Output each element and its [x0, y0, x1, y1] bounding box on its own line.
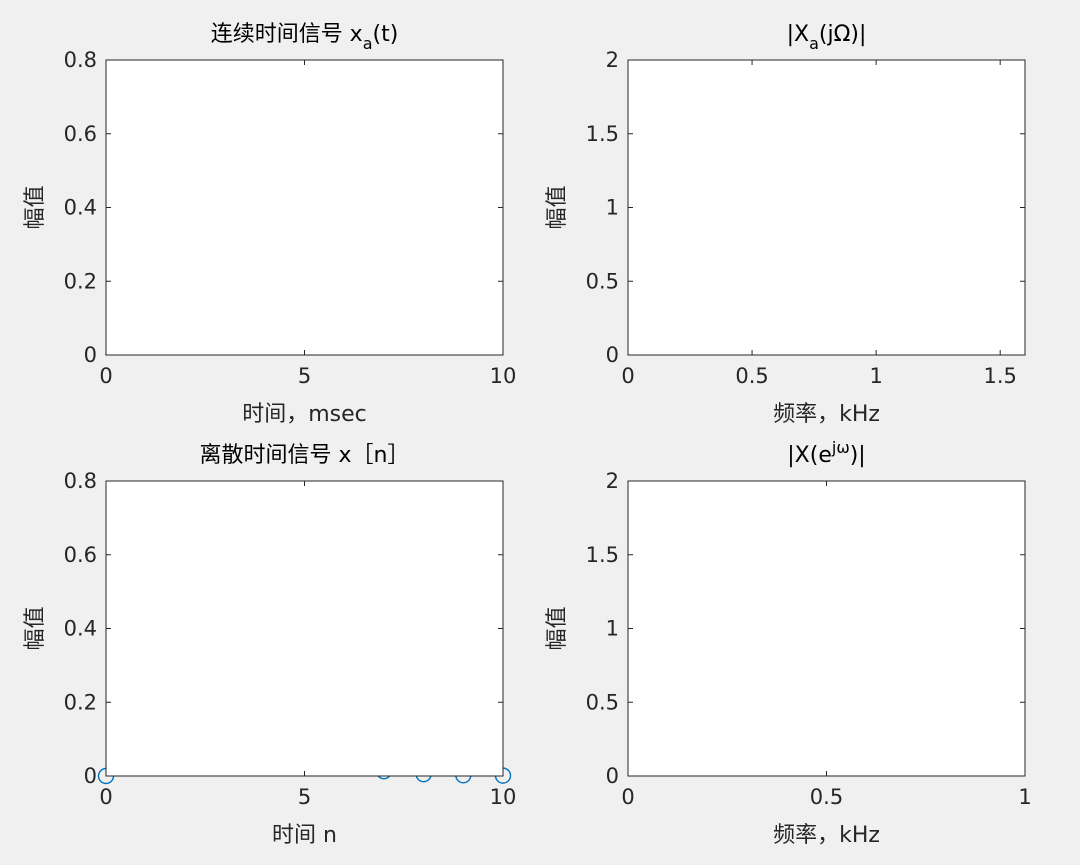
x-tick-label: 1.5 — [983, 364, 1016, 388]
chart-title-tail: (t) — [373, 22, 399, 47]
y-tick-label: 0.2 — [64, 690, 97, 714]
y-tick-label: 0 — [84, 764, 97, 788]
y-tick-label: 0.5 — [586, 269, 619, 293]
x-tick-label: 10 — [490, 785, 517, 809]
chart-title-superscript: jω — [831, 438, 850, 457]
y-tick-label: 2 — [606, 48, 619, 72]
axes-box — [105, 480, 504, 777]
chart-title-main: 连续时间信号 x — [211, 22, 363, 47]
y-tick-label: 0.8 — [64, 469, 97, 493]
y-tick-label: 0.4 — [64, 617, 97, 641]
chart-title: |Xa(jΩ)| — [787, 22, 867, 53]
subplot-3: 0 5 10 0 0.2 0.4 0.6 0.8 时间 n 幅值 离散时间信号 x［n］ — [23, 443, 516, 848]
subplot-4: 0 0.5 1 0 0.5 1 1.5 2 频率，kHz 幅值 |X(ejω)| — [545, 438, 1032, 848]
x-tick-label: 0 — [99, 785, 112, 809]
x-axis-label: 时间，msec — [242, 402, 367, 427]
y-axis-label: 幅值 — [545, 606, 570, 650]
x-tick-label: 1 — [1018, 785, 1031, 809]
y-tick-label: 0.8 — [64, 48, 97, 72]
y-tick-label: 1 — [606, 196, 619, 220]
y-tick-label: 0 — [606, 343, 619, 367]
y-tick-label: 0.5 — [586, 690, 619, 714]
x-tick-label: 0 — [621, 364, 634, 388]
y-tick-label: 0 — [84, 343, 97, 367]
x-tick-label: 0.5 — [810, 785, 843, 809]
chart-title-main: |X — [787, 22, 809, 47]
y-tick-label: 1 — [606, 617, 619, 641]
x-axis-label: 频率，kHz — [773, 823, 880, 848]
subplot-2: 0 0.5 1 1.5 0 0.5 1 1.5 2 频率，kHz 幅值 |Xa(jΩ)| — [545, 22, 1026, 427]
subplot-1: 0 5 10 0 0.2 0.4 0.6 0.8 时间，msec 幅值 连续时间信号 xa(t) — [23, 22, 516, 427]
chart-title: |X(ejω)| — [787, 438, 865, 468]
x-axis-label: 时间 n — [272, 823, 337, 848]
y-tick-label: 2 — [606, 469, 619, 493]
chart-title-main: |X(e — [787, 443, 832, 468]
y-tick-label: 1.5 — [586, 543, 619, 567]
axes-box — [105, 59, 504, 356]
y-tick-label: 0.6 — [64, 122, 97, 146]
chart-title-main: 离散时间信号 x［n］ — [200, 443, 410, 468]
axes-box — [627, 59, 1026, 356]
y-tick-label: 0.6 — [64, 543, 97, 567]
y-tick-label: 0.2 — [64, 269, 97, 293]
chart-title-tail: )| — [850, 443, 866, 468]
chart-title-tail: (jΩ)| — [819, 22, 867, 47]
y-axis-label: 幅值 — [23, 606, 48, 650]
x-tick-label: 1 — [869, 364, 882, 388]
x-axis-label: 频率，kHz — [773, 402, 880, 427]
x-tick-label: 0 — [99, 364, 112, 388]
axes-box — [627, 480, 1026, 777]
y-axis-label: 幅值 — [23, 185, 48, 229]
y-tick-label: 1.5 — [586, 122, 619, 146]
chart-title: 离散时间信号 x［n］ — [200, 443, 410, 468]
x-tick-label: 10 — [490, 364, 517, 388]
x-tick-label: 5 — [298, 364, 311, 388]
x-tick-label: 5 — [298, 785, 311, 809]
chart-title-subscript: a — [809, 34, 819, 53]
y-tick-label: 0.4 — [64, 196, 97, 220]
chart-title: 连续时间信号 xa(t) — [211, 22, 399, 53]
y-axis-label: 幅值 — [545, 185, 570, 229]
chart-title-subscript: a — [363, 34, 373, 53]
x-tick-label: 0 — [621, 785, 634, 809]
y-tick-label: 0 — [606, 764, 619, 788]
x-tick-label: 0.5 — [735, 364, 768, 388]
